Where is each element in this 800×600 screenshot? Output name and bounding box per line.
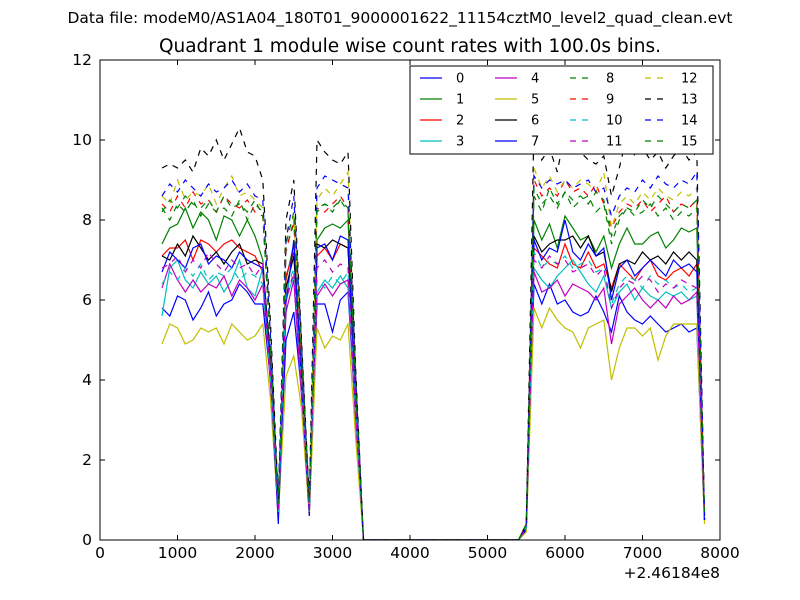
series-line-14: [161, 170, 706, 540]
legend-label-14: 14: [681, 114, 698, 129]
x-tick-label: 7000: [623, 544, 662, 562]
y-tick-label: 12: [72, 51, 92, 69]
x-tick-label: 8000: [700, 544, 739, 562]
plot-area: [161, 123, 706, 540]
legend-label-10: 10: [606, 114, 623, 129]
series-line-15: [161, 187, 706, 540]
series-line-11: [161, 250, 706, 540]
chart-title: Quadrant 1 module wise count rates with …: [158, 36, 662, 57]
suptitle: Data file: modeM0/AS1A04_180T01_90000016…: [67, 9, 733, 27]
legend-label-15: 15: [681, 135, 698, 150]
series-line-6: [161, 234, 706, 540]
legend-label-12: 12: [681, 72, 698, 87]
x-tick-label: 3000: [313, 544, 352, 562]
y-tick-label: 0: [82, 531, 92, 549]
x-tick-label: 5000: [468, 544, 507, 562]
y-tick-label: 8: [82, 211, 92, 229]
legend-label-1: 1: [456, 93, 464, 108]
y-tick-label: 6: [82, 291, 92, 309]
x-offset-label: +2.46184e8: [624, 564, 720, 582]
x-tick-label: 1000: [158, 544, 197, 562]
legend-label-0: 0: [456, 72, 464, 87]
legend-label-7: 7: [531, 135, 539, 150]
legend-label-11: 11: [606, 135, 623, 150]
x-tick-label: 0: [95, 544, 105, 562]
y-tick-label: 4: [82, 371, 92, 389]
y-tick-label: 2: [82, 451, 92, 469]
x-tick-label: 4000: [390, 544, 429, 562]
legend-label-6: 6: [531, 114, 539, 129]
series-line-7: [161, 219, 706, 540]
legend-label-9: 9: [606, 93, 614, 108]
series-line-5: [161, 306, 706, 540]
legend-label-2: 2: [456, 114, 464, 129]
series-line-12: [161, 167, 706, 540]
legend-label-5: 5: [531, 93, 539, 108]
legend-label-13: 13: [681, 93, 698, 108]
legend-label-3: 3: [456, 135, 464, 150]
series-line-0: [161, 282, 706, 540]
series-line-3: [161, 258, 706, 540]
series-line-1: [161, 206, 706, 540]
series-line-10: [161, 251, 706, 540]
series-line-9: [161, 178, 706, 540]
legend-label-4: 4: [531, 72, 539, 87]
y-tick-label: 10: [72, 131, 92, 149]
x-tick-label: 2000: [235, 544, 274, 562]
series-line-4: [161, 262, 706, 540]
series-line-2: [161, 238, 706, 540]
series-line-13: [161, 123, 706, 540]
series-line-8: [161, 186, 706, 540]
legend-box: [409, 65, 714, 155]
x-tick-label: 6000: [545, 544, 584, 562]
legend-label-8: 8: [606, 72, 614, 87]
